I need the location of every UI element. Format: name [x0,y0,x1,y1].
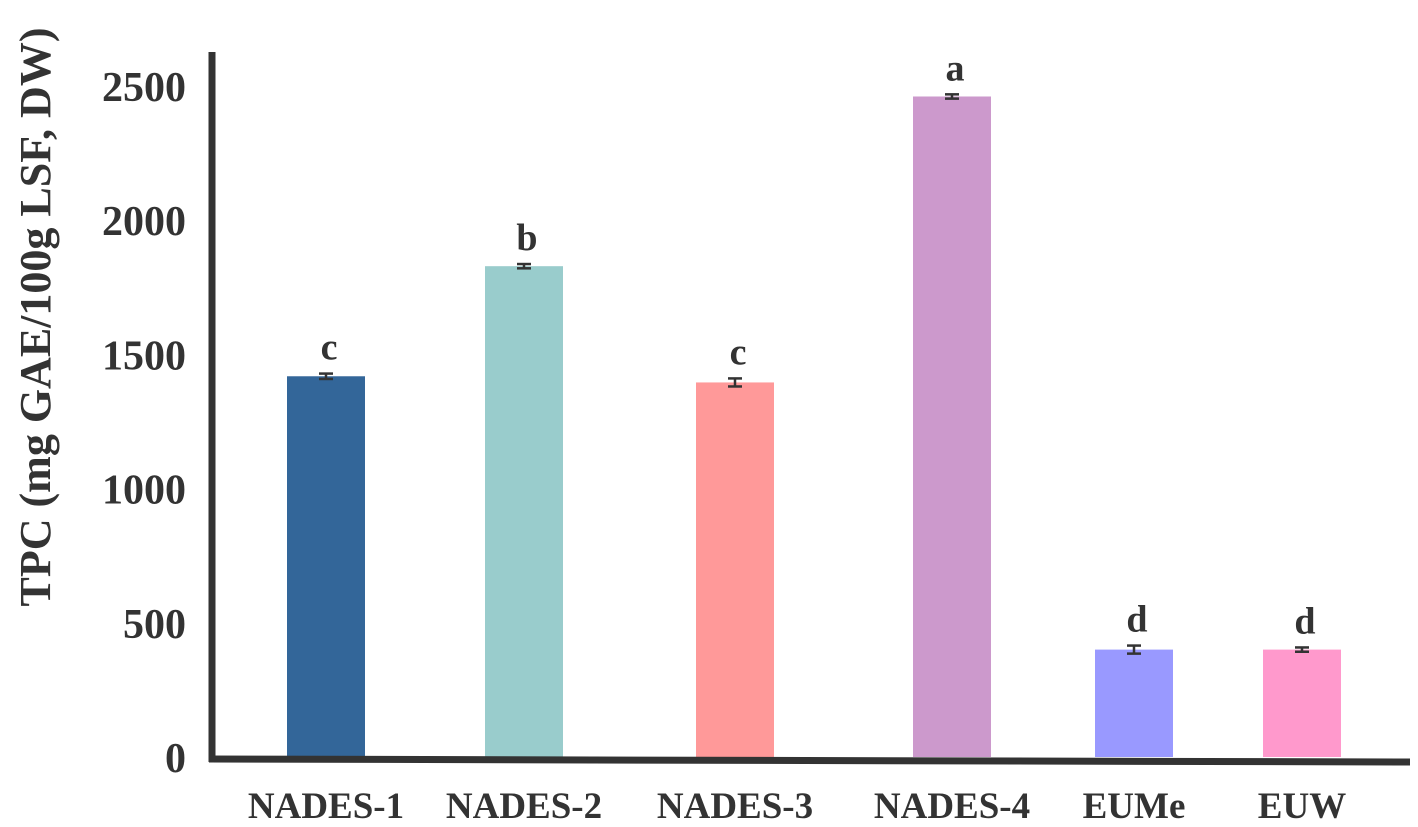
bars [287,96,1341,758]
error-bars [319,93,1309,655]
x-tick-label: NADES-3 [657,786,813,827]
bar [485,266,563,757]
x-tick-labels: NADES-1 NADES-2 NADES-3 NADES-4 EUMe EUW [248,786,1346,827]
x-axis-line [208,755,1411,766]
y-tick-label: 1000 [102,468,186,514]
bar [696,382,774,757]
significance-letter: d [1294,600,1315,642]
y-axis-label: TPC (mg GAE/100g LSF, DW) [11,28,60,607]
bar [287,376,365,757]
significance-letter: c [321,327,338,369]
error-bar [945,93,959,100]
significance-letter: a [946,47,965,89]
y-tick-label: 2000 [102,199,186,245]
y-tick-label: 2500 [102,65,186,111]
x-tick-label: NADES-4 [874,786,1030,827]
significance-letter: c [730,331,747,373]
bar [1263,649,1341,757]
y-tick-labels: 0 500 1000 1500 2000 2500 [102,65,186,782]
error-bar [1127,644,1141,655]
x-tick-label: EUMe [1083,786,1186,827]
y-tick-label: 1500 [102,333,186,379]
x-tick-label: NADES-2 [446,786,602,827]
error-bar [728,377,742,388]
error-bar [517,262,531,270]
x-tick-label: NADES-1 [248,786,404,827]
y-tick-label: 500 [123,602,186,648]
error-bar [319,372,333,381]
bar [1095,649,1173,757]
significance-letter: d [1126,599,1147,641]
x-tick-label: EUW [1258,786,1346,827]
bar [913,96,991,758]
y-tick-label: 0 [165,736,186,782]
significance-letter: b [516,217,537,259]
significance-letters: c b c a d d [321,47,1316,642]
error-bar [1295,646,1309,653]
